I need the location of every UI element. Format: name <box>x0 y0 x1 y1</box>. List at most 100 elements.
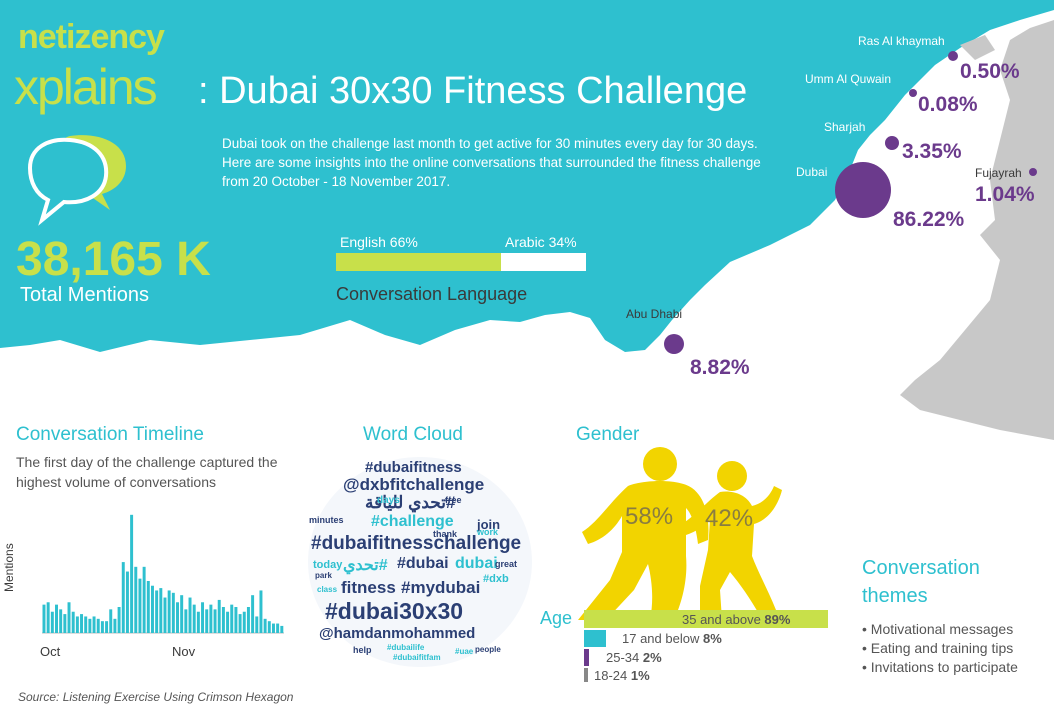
timeline-bar <box>134 566 138 633</box>
city-dubai: Dubai <box>796 165 828 179</box>
age-title: Age <box>540 608 573 628</box>
timeline-bar <box>117 607 121 633</box>
age-bar-17-below <box>584 630 606 647</box>
age-group-pct: 8% <box>702 631 722 646</box>
word: days <box>377 495 400 506</box>
marker-dubai <box>835 162 891 218</box>
word: join <box>477 517 501 532</box>
word-cloud: #dubaifitness @dxbfitchallenge تحدي لليا… <box>305 455 535 670</box>
timeline-bar <box>217 599 221 633</box>
word: #dubaifitfam <box>393 653 441 662</box>
age-bar-18-24 <box>584 668 588 682</box>
word: fitness <box>341 578 396 597</box>
word: #dubai <box>397 555 449 572</box>
timeline-chart <box>42 514 284 634</box>
timeline-bar <box>96 618 100 633</box>
word: #challenge <box>371 513 454 530</box>
timeline-bar <box>109 609 113 633</box>
word: class <box>317 585 338 594</box>
timeline-bar <box>42 604 46 633</box>
timeline-bar <box>159 588 163 633</box>
timeline-bar <box>138 578 142 633</box>
male-percent: 58% <box>625 503 674 530</box>
timeline-bar <box>84 616 88 633</box>
timeline-bar <box>155 590 159 633</box>
speech-bubbles-icon <box>27 135 126 226</box>
theme-text: Motivational messages <box>870 621 1014 637</box>
timeline-bar <box>121 562 125 633</box>
share-umm-al-quwain: 0.08% <box>918 93 978 116</box>
male-runner-icon <box>578 447 709 620</box>
series-logo: xplains <box>14 59 158 115</box>
timeline-bar <box>205 609 209 633</box>
page-title: : Dubai 30x30 Fitness Challenge <box>198 70 748 112</box>
timeline-bar <box>167 590 171 633</box>
word: #mydubai <box>401 578 481 597</box>
share-fujayrah: 1.04% <box>975 183 1035 206</box>
timeline-bar <box>263 618 267 633</box>
timeline-bar <box>50 611 54 633</box>
female-percent: 42% <box>705 505 754 532</box>
timeline-bar <box>213 609 217 633</box>
marker-ras-al-khaymah <box>948 51 958 61</box>
timeline-bar <box>55 604 58 633</box>
marker-abu-dhabi <box>664 334 684 354</box>
city-umm-al-quwain: Umm Al Quwain <box>805 72 892 86</box>
age-bar-35-above <box>584 610 828 628</box>
theme-item: • Eating and training tips <box>862 640 1014 656</box>
timeline-bar <box>130 514 134 633</box>
word: free <box>445 495 462 505</box>
word: تحدي# <box>343 557 388 574</box>
timeline-bar <box>280 625 284 633</box>
timeline-bar <box>209 604 213 633</box>
timeline-bar <box>180 595 184 633</box>
timeline-bar <box>171 592 175 633</box>
timeline-subtitle: The first day of the challenge captured … <box>16 454 278 490</box>
age-group-pct: 1% <box>630 668 650 683</box>
intro-text: Dubai took on the challenge last month t… <box>222 136 761 189</box>
timeline-bar <box>276 623 280 633</box>
language-bar <box>336 253 586 271</box>
age-label-18-24: 18-24 1% <box>594 668 650 683</box>
timeline-bar <box>92 616 96 633</box>
word: thank <box>433 529 458 539</box>
timeline-bar <box>238 614 242 633</box>
word: @hamdanmohammed <box>319 625 476 642</box>
brand-logo: netizency <box>18 18 165 56</box>
timeline-title: Conversation Timeline <box>16 424 204 445</box>
timeline-bar <box>242 611 246 633</box>
word: dubai <box>455 555 498 572</box>
wordcloud-circle <box>308 457 532 667</box>
city-ras-al-khaymah: Ras Al khaymah <box>858 34 945 48</box>
wordcloud-title: Word Cloud <box>363 424 463 445</box>
timeline-bar <box>59 609 63 633</box>
share-dubai: 86.22% <box>893 208 965 231</box>
age-group-name: 18-24 <box>594 668 628 683</box>
timeline-bar <box>67 602 71 633</box>
gender-silhouettes <box>578 447 782 620</box>
age-bars: 35 and above 89% 17 and below 8% 25-34 2… <box>584 610 834 686</box>
share-abu-dhabi: 8.82% <box>690 356 750 379</box>
word: #dubai30x30 <box>325 598 464 624</box>
total-mentions-value: 38,165 K <box>16 233 211 286</box>
timeline-bar <box>125 571 129 633</box>
age-bar-25-34 <box>584 649 590 666</box>
timeline-bar <box>188 597 192 633</box>
timeline-bar <box>71 611 75 633</box>
timeline-bar <box>184 609 188 633</box>
marker-fujayrah <box>1029 168 1037 176</box>
word: minutes <box>309 515 344 525</box>
age-group-name: 35 and above <box>682 612 761 627</box>
timeline-bar <box>259 590 263 633</box>
city-fujayrah: Fujayrah <box>975 166 1022 180</box>
word: help <box>353 645 372 655</box>
emirate-markers <box>664 51 1037 354</box>
timeline-bar <box>88 618 92 633</box>
timeline-bar <box>146 581 150 633</box>
timeline-bar <box>150 585 154 633</box>
timeline-month-oct: Oct <box>40 644 61 659</box>
timeline-bar <box>80 614 84 633</box>
english-label: English 66% <box>340 234 418 250</box>
timeline-bar <box>75 616 79 633</box>
